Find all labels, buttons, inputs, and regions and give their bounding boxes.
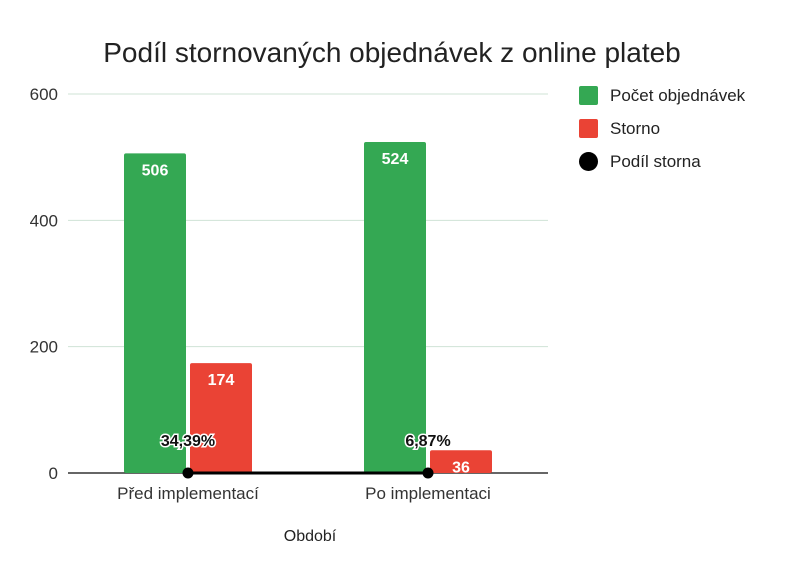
y-tick-label: 0 xyxy=(49,464,58,483)
ratio-point xyxy=(422,467,434,479)
ratio-label: 6,87% xyxy=(405,433,450,450)
bar-value-label: 36 xyxy=(452,459,470,476)
legend-swatch xyxy=(579,86,598,105)
legend-swatch xyxy=(579,119,598,138)
legend: Počet objednávek Storno Podíl storna xyxy=(579,86,746,171)
chart-title: Podíl stornovaných objednávek z online p… xyxy=(103,37,681,68)
bar-orders xyxy=(364,142,426,474)
legend-marker xyxy=(579,152,598,171)
y-axis-ticks: 0 200 400 600 xyxy=(30,85,58,483)
legend-label: Počet objednávek xyxy=(610,86,746,105)
bar-value-label: 174 xyxy=(208,372,235,389)
bar-storno xyxy=(190,363,252,473)
ratio-point xyxy=(182,467,194,479)
ratio-label: 34,39% xyxy=(161,433,215,450)
y-tick-label: 200 xyxy=(30,338,58,357)
x-axis-title: Období xyxy=(284,528,337,545)
legend-label: Podíl storna xyxy=(610,152,701,171)
x-tick-label: Před implementací xyxy=(117,484,259,503)
legend-label: Storno xyxy=(610,119,660,138)
x-axis-ticks: Před implementací Po implementaci xyxy=(117,484,491,503)
ratio-line: 34,39% 6,87% xyxy=(159,432,452,479)
bar-value-label: 506 xyxy=(142,162,169,179)
y-tick-label: 400 xyxy=(30,211,58,230)
bars: 506 174 524 36 xyxy=(124,142,492,476)
bar-storno xyxy=(430,450,492,473)
y-tick-label: 600 xyxy=(30,85,58,104)
bar-value-label: 524 xyxy=(382,151,409,168)
bar-orders xyxy=(124,153,186,474)
x-tick-label: Po implementaci xyxy=(365,484,491,503)
